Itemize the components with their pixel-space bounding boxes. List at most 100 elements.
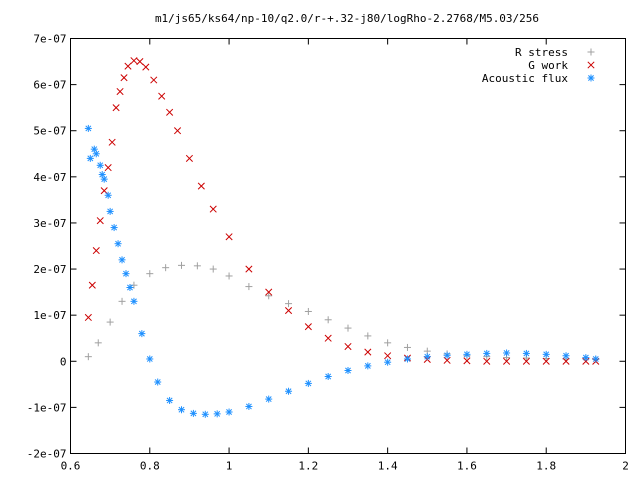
series-acoustic-flux — [84, 124, 600, 418]
data-point — [364, 348, 372, 356]
y-tick-label: 1e-07 — [33, 309, 66, 322]
data-point — [304, 307, 312, 315]
data-point — [503, 357, 511, 365]
data-point — [443, 356, 451, 364]
data-point — [100, 175, 108, 183]
data-point — [209, 265, 217, 273]
data-point — [285, 300, 293, 308]
data-point — [150, 76, 158, 84]
data-point — [542, 357, 550, 365]
y-tick-label: 6e-07 — [33, 79, 66, 92]
data-point — [138, 330, 146, 338]
x-axis: 0.6 0.8 1 1.2 1.4 1.6 1.8 2 — [61, 38, 629, 473]
data-point — [92, 150, 100, 158]
x-tick-label: 0.8 — [140, 460, 160, 473]
x-tick-label: 2 — [622, 460, 629, 473]
data-point — [213, 410, 221, 418]
data-point — [112, 104, 120, 112]
data-point — [126, 284, 134, 291]
data-point — [245, 283, 253, 291]
data-point — [178, 406, 185, 414]
x-tick-label: 1.8 — [536, 460, 556, 473]
data-point — [122, 270, 130, 278]
data-point — [582, 354, 590, 362]
y-tick-label: 7e-07 — [33, 33, 66, 46]
legend-marker — [587, 74, 595, 82]
y-axis: -2e-07 -1e-07 0 1e-07 2e-07 3e-07 4e-07 5e-07 6e… — [27, 33, 626, 461]
y-tick-label: 5e-07 — [33, 125, 66, 138]
data-point — [483, 349, 491, 357]
data-point — [104, 191, 112, 199]
data-point — [136, 58, 144, 66]
data-point — [209, 205, 217, 213]
data-point — [384, 339, 392, 347]
data-point — [118, 256, 126, 264]
data-point — [189, 409, 197, 417]
x-tick-label: 0.6 — [61, 460, 81, 473]
data-point — [114, 240, 122, 248]
data-point — [592, 355, 600, 363]
series-g-work — [84, 57, 600, 365]
data-point — [463, 350, 471, 358]
data-point — [324, 316, 332, 324]
data-point — [562, 357, 570, 365]
data-point — [265, 288, 273, 296]
data-point — [108, 138, 116, 146]
x-tick-label: 1.6 — [457, 460, 477, 473]
data-point — [154, 378, 162, 386]
data-point — [104, 164, 112, 172]
legend-label: R stress — [515, 46, 568, 59]
data-point — [384, 358, 392, 366]
y-tick-label: 3e-07 — [33, 217, 66, 230]
data-point — [158, 92, 166, 100]
series-layer — [84, 57, 600, 418]
data-point — [86, 154, 94, 162]
data-point — [96, 217, 104, 225]
data-point — [130, 297, 138, 305]
data-point — [146, 355, 154, 363]
data-point — [120, 74, 128, 82]
legend-label: G work — [528, 59, 568, 72]
data-point — [178, 261, 185, 269]
data-point — [403, 355, 411, 363]
data-point — [562, 352, 570, 360]
data-point — [344, 367, 352, 374]
data-point — [84, 353, 92, 361]
data-point — [146, 270, 154, 278]
y-tick-label: 4e-07 — [33, 171, 66, 184]
data-point — [84, 313, 92, 322]
data-point — [364, 362, 372, 370]
data-point — [124, 62, 132, 70]
data-point — [106, 318, 114, 326]
data-point — [245, 402, 253, 410]
data-point — [118, 297, 126, 305]
data-point — [265, 292, 273, 300]
data-point — [185, 154, 193, 162]
legend-marker — [587, 48, 595, 56]
data-point — [106, 207, 114, 215]
data-point — [483, 357, 491, 365]
x-tick-label: 1.4 — [378, 460, 398, 473]
data-point — [94, 339, 102, 347]
plot-frame — [70, 38, 626, 454]
data-point — [110, 224, 118, 232]
data-point — [88, 281, 96, 289]
data-point — [245, 265, 253, 273]
data-point — [130, 57, 138, 65]
data-point — [443, 351, 451, 359]
data-point — [304, 323, 312, 331]
data-point — [344, 342, 352, 351]
data-point — [304, 379, 312, 387]
data-point — [384, 352, 392, 360]
data-point — [166, 108, 174, 116]
data-point — [284, 307, 293, 315]
data-point — [96, 161, 104, 169]
data-point — [92, 247, 100, 255]
y-tick-label: -2e-07 — [27, 448, 67, 461]
data-point — [423, 353, 431, 361]
data-point — [285, 387, 293, 395]
data-point — [522, 357, 530, 365]
legend-marker — [587, 61, 595, 69]
